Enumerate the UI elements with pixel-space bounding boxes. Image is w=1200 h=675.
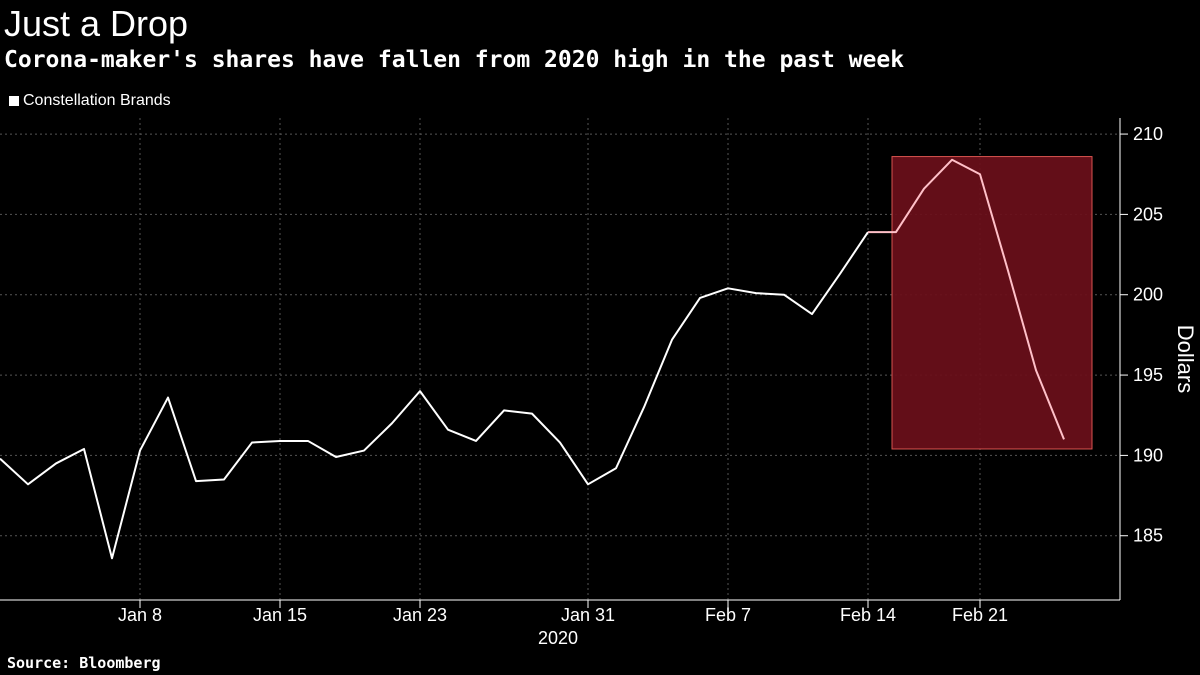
x-tick-label: Feb 21	[952, 605, 1008, 625]
y-tick-label: 195	[1133, 365, 1163, 385]
axes	[0, 118, 1128, 608]
y-tick-label: 190	[1133, 445, 1163, 465]
series-lines	[0, 158, 1065, 560]
x-year-label: 2020	[538, 628, 578, 648]
x-tick-label: Jan 31	[561, 605, 615, 625]
legend-swatch	[9, 96, 19, 106]
y-tick-label: 200	[1133, 285, 1163, 305]
y-tick-label: 205	[1133, 204, 1163, 224]
legend-label: Constellation Brands	[23, 92, 171, 109]
legend: Constellation Brands	[9, 91, 171, 111]
chart-title: Just a Drop	[4, 3, 189, 44]
y-axis-title: Dollars	[1173, 325, 1198, 393]
series-line-highlighted	[868, 158, 1065, 440]
source-note: Source: Bloomberg	[7, 654, 161, 672]
highlight-box	[891, 156, 1093, 450]
grid-lines	[0, 118, 1120, 600]
y-tick-label: 185	[1133, 526, 1163, 546]
series-line	[0, 231, 869, 560]
tick-labels: 185 190 195 200 205 210 Jan 8 Jan 15 Jan 23 Jan 3…	[118, 124, 1198, 648]
x-tick-label: Jan 15	[253, 605, 307, 625]
x-tick-label: Feb 7	[705, 605, 751, 625]
x-tick-label: Feb 14	[840, 605, 896, 625]
x-tick-label: Jan 8	[118, 605, 162, 625]
y-tick-label: 210	[1133, 124, 1163, 144]
x-tick-label: Jan 23	[393, 605, 447, 625]
chart-subtitle: Corona-maker's shares have fallen from 2…	[4, 47, 905, 73]
highlight-region	[891, 156, 1093, 450]
